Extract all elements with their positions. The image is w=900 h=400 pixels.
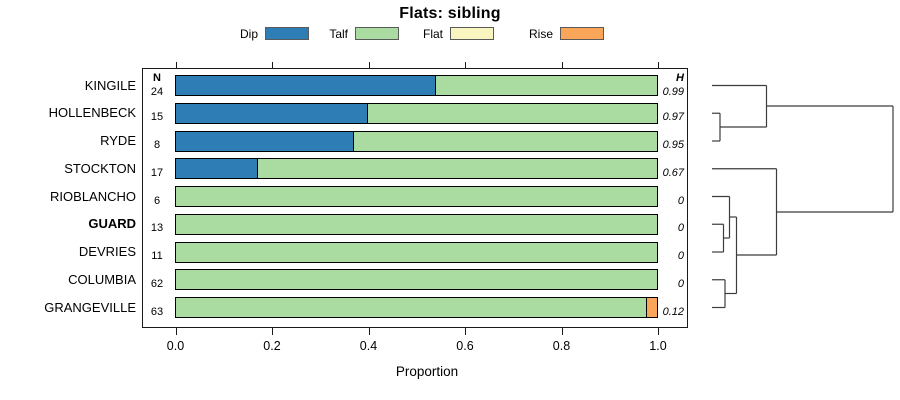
axis-tick-top — [368, 62, 370, 68]
bar-segment-dip — [176, 103, 369, 123]
category-label: DEVRIES — [78, 244, 136, 259]
legend-item-label: Rise — [528, 27, 553, 41]
category-label: GRANGEVILLE — [44, 299, 136, 315]
axis-tick-bottom — [272, 328, 274, 335]
x-axis-title: Proportion — [395, 364, 459, 379]
h-value: 0.95 — [662, 139, 684, 151]
n-column-header: N — [153, 72, 161, 84]
bar-segment-dip — [176, 131, 354, 151]
n-value: 13 — [150, 222, 164, 235]
bar-segment-talf — [257, 159, 657, 179]
n-value: 24 — [150, 86, 164, 98]
h-value: 0 — [677, 222, 684, 235]
category-label: KINGILE — [84, 77, 136, 93]
n-value: 17 — [150, 166, 164, 179]
axis-tick-bottom — [368, 328, 370, 335]
bar — [175, 75, 658, 96]
bar — [175, 213, 658, 235]
axis-tick-label: 1.0 — [649, 339, 667, 353]
n-value: 63 — [150, 305, 164, 318]
legend-swatch — [560, 27, 604, 40]
axis-tick-top — [561, 62, 563, 68]
bar-segment-dip — [176, 76, 436, 95]
category-label: HOLLENBECK — [48, 105, 136, 121]
legend-item-label: Talf — [329, 27, 348, 41]
axis-tick-bottom — [465, 328, 467, 335]
legend-swatch — [450, 27, 494, 40]
category-label: RIOBLANCHO — [50, 188, 136, 204]
category-label: STOCKTON — [64, 160, 136, 176]
axis-tick-top — [465, 62, 467, 68]
h-value: 0.99 — [662, 86, 684, 98]
h-value: 0.97 — [662, 111, 684, 124]
bar — [175, 158, 658, 180]
axis-tick-top — [658, 62, 660, 68]
h-value: 0 — [677, 250, 684, 262]
bar — [175, 269, 658, 291]
axis-tick-bottom — [658, 328, 660, 335]
axis-tick-label: 0.8 — [552, 339, 571, 353]
bar — [175, 130, 658, 152]
bar-segment-dip — [176, 159, 258, 179]
category-label: GUARD — [88, 216, 136, 232]
legend-item: Talf — [244, 27, 399, 41]
bar-segment-rise — [647, 298, 657, 317]
bar-segment-talf — [176, 298, 648, 317]
legend-item: Flat — [339, 27, 494, 41]
bar-segment-talf — [176, 270, 657, 290]
bar — [175, 241, 658, 263]
legend-item: Dip — [154, 27, 309, 41]
axis-tick-bottom — [175, 328, 177, 335]
legend-item-label: Flat — [422, 27, 443, 41]
bar-segment-talf — [368, 103, 657, 123]
n-value: 15 — [150, 111, 164, 124]
bar — [175, 297, 658, 318]
n-value: 8 — [153, 139, 161, 151]
axis-tick-top — [272, 62, 274, 68]
legend-item: Rise — [449, 27, 604, 41]
h-value: 0 — [677, 277, 684, 290]
n-value: 6 — [153, 194, 161, 207]
n-value: 11 — [151, 250, 163, 262]
bar-segment-talf — [353, 131, 657, 151]
axis-tick-label: 0.6 — [456, 339, 474, 353]
axis-tick-top — [175, 62, 177, 68]
h-value: 0.12 — [662, 305, 684, 318]
bar-segment-talf — [176, 187, 657, 206]
category-label: COLUMBIA — [68, 271, 136, 287]
axis-tick-label: 0.2 — [263, 339, 281, 353]
n-value: 62 — [150, 277, 164, 290]
h-value: 0.67 — [662, 166, 684, 179]
legend-swatch — [265, 27, 309, 40]
h-column-header: H — [676, 72, 684, 84]
legend-item-label: Dip — [239, 27, 258, 41]
h-value: 0 — [677, 194, 684, 207]
legend-swatch — [355, 27, 399, 40]
bar-segment-talf — [435, 76, 657, 95]
bar — [175, 102, 658, 124]
axis-tick-bottom — [561, 328, 563, 335]
bar — [175, 186, 658, 207]
bar-segment-talf — [176, 242, 657, 262]
axis-tick-label: 0.0 — [166, 339, 185, 353]
axis-tick-label: 0.4 — [359, 339, 378, 353]
bar-segment-talf — [176, 214, 657, 234]
chart-title: Flats: sibling — [399, 5, 501, 22]
category-label: RYDE — [100, 133, 136, 148]
